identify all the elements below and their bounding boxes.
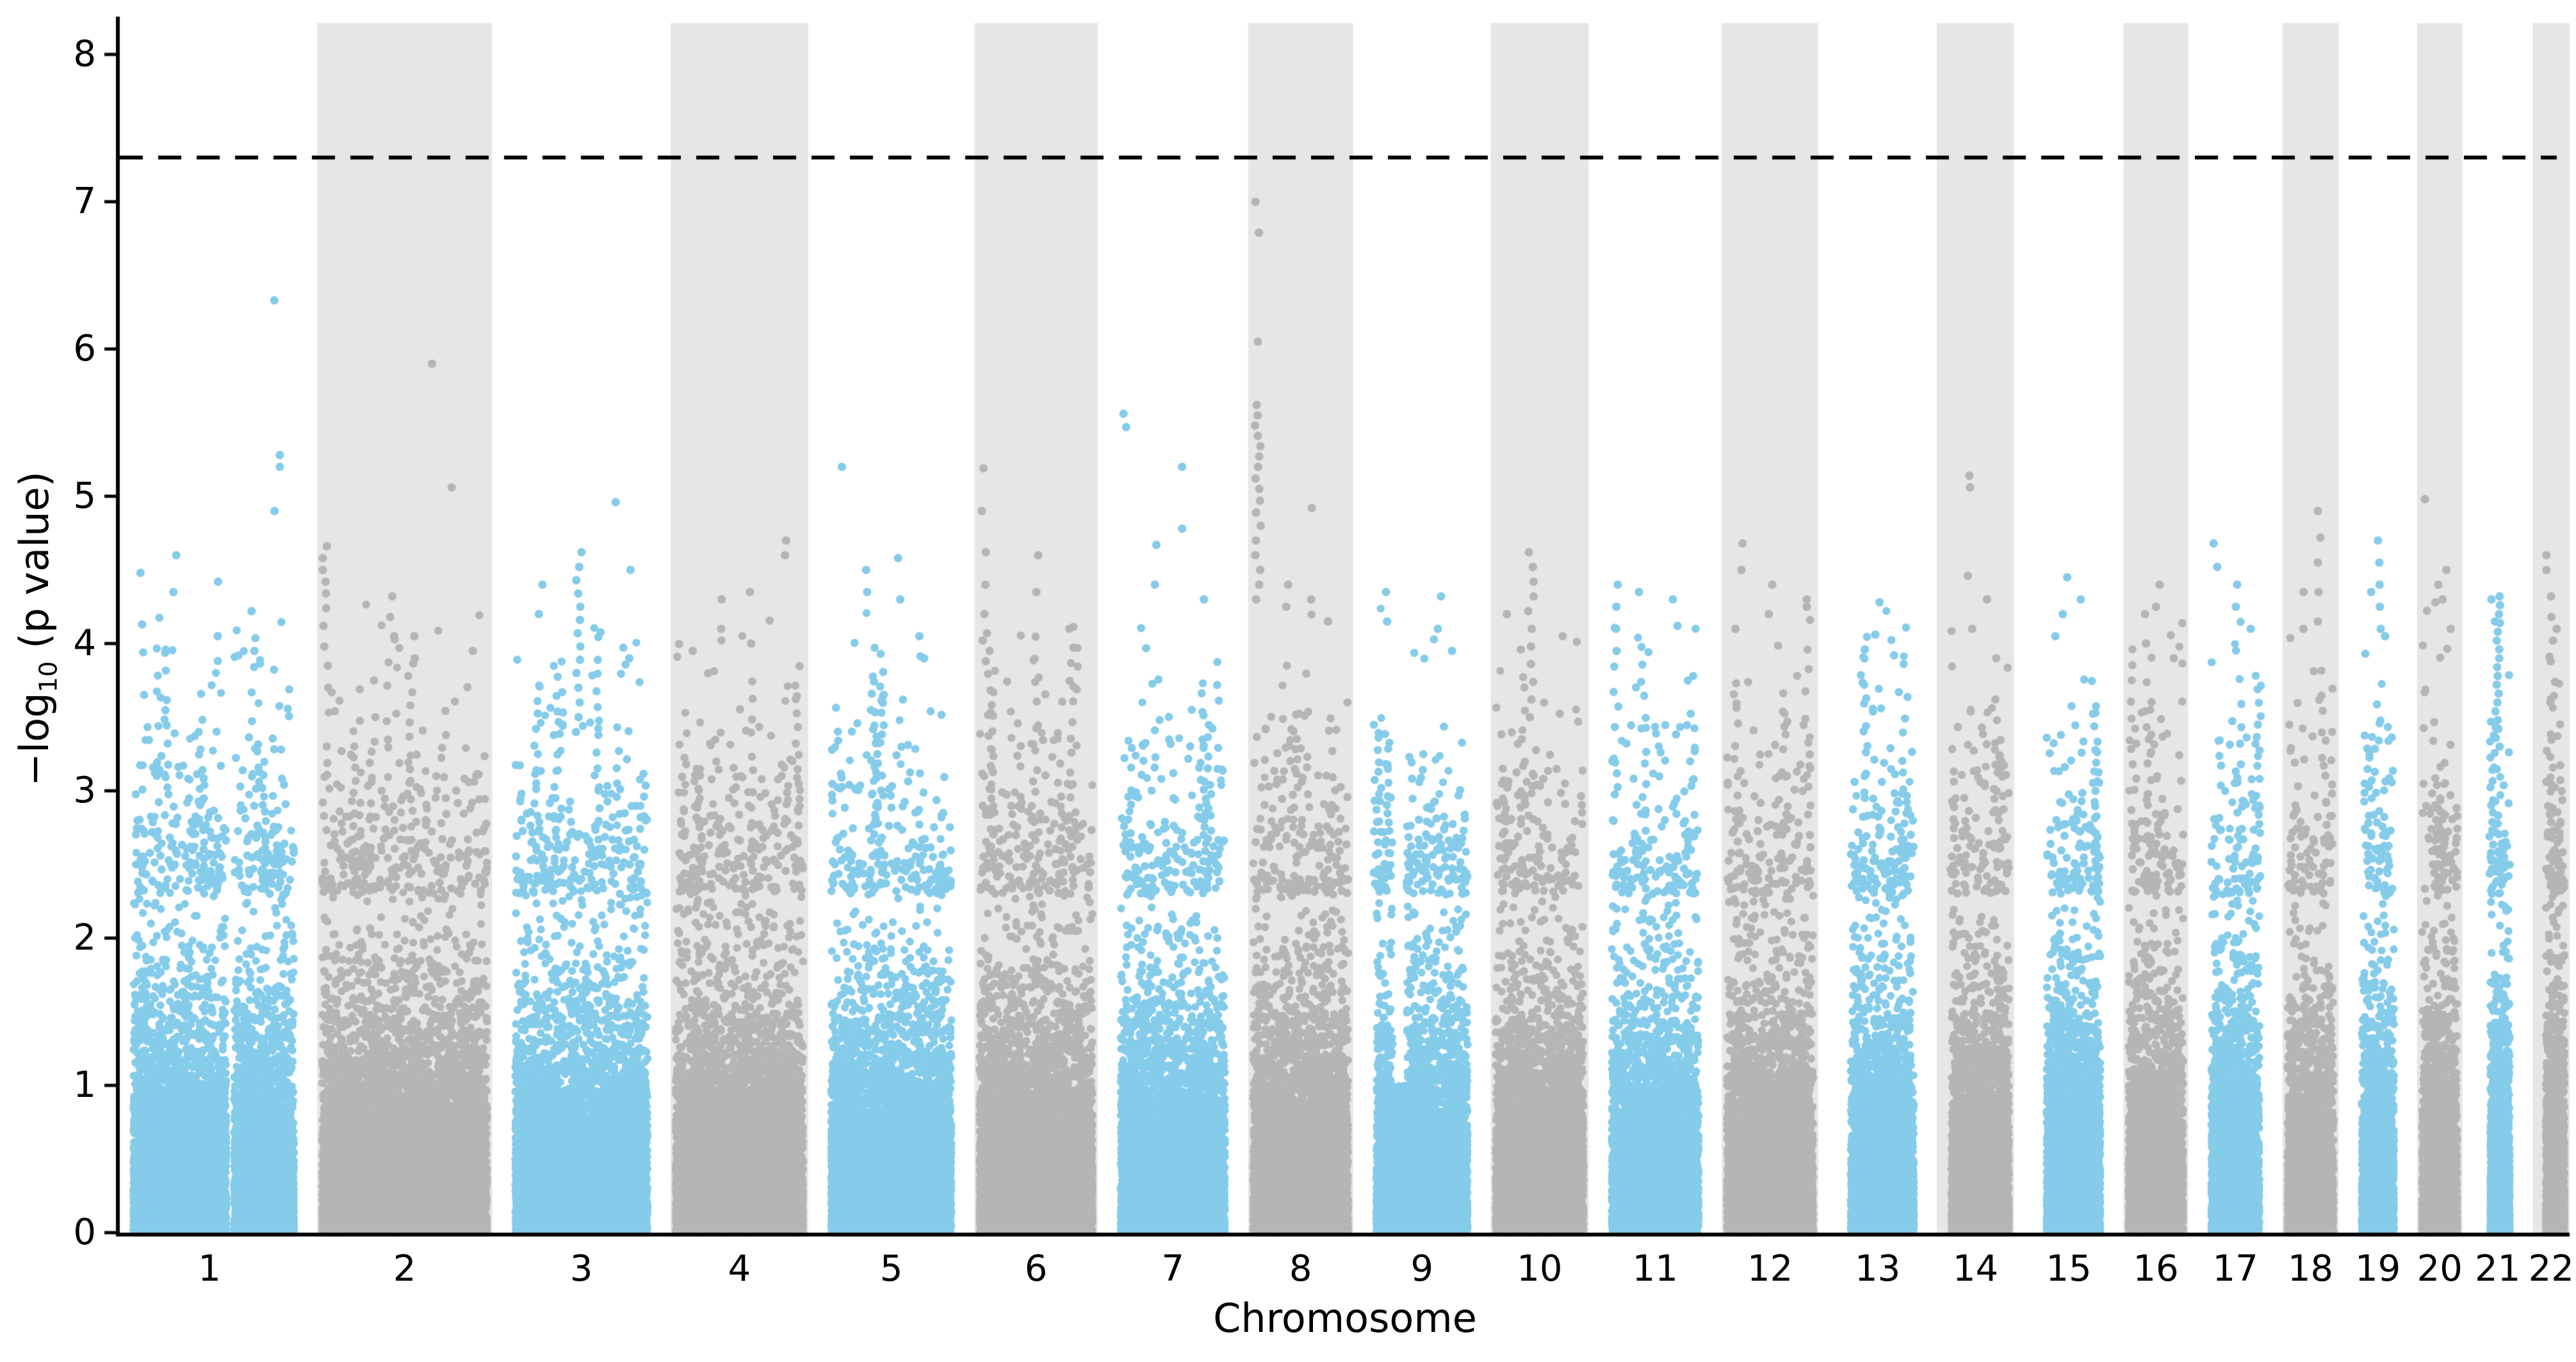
- chromosome-label-19: 19: [2354, 1248, 2401, 1290]
- y-tick-label-4: 4: [73, 622, 96, 664]
- y-tick-label-3: 3: [73, 770, 96, 811]
- chromosome-label-22: 22: [2528, 1248, 2574, 1290]
- y-tick-label-7: 7: [73, 181, 96, 222]
- chromosome-label-17: 17: [2212, 1248, 2258, 1290]
- chromosome-label-3: 3: [569, 1248, 593, 1290]
- chromosome-label-5: 5: [879, 1248, 903, 1290]
- y-tick-label-0: 0: [73, 1212, 96, 1253]
- chromosome-label-2: 2: [393, 1248, 416, 1290]
- y-tick-label-8: 8: [73, 33, 96, 75]
- y-tick-label-1: 1: [73, 1064, 96, 1106]
- chromosome-label-12: 12: [1747, 1248, 1793, 1290]
- chromosome-label-16: 16: [2133, 1248, 2179, 1290]
- chromosome-label-1: 1: [198, 1248, 221, 1290]
- chromosome-label-20: 20: [2417, 1248, 2463, 1290]
- y-axis-label-subscript: 10: [34, 661, 63, 693]
- y-tick-label-5: 5: [73, 475, 96, 517]
- chromosome-label-4: 4: [728, 1248, 751, 1290]
- chromosome-label-14: 14: [1952, 1248, 1999, 1290]
- chromosome-label-13: 13: [1854, 1248, 1901, 1290]
- chromosome-label-11: 11: [1632, 1248, 1678, 1290]
- chromosome-label-7: 7: [1161, 1248, 1185, 1290]
- chromosome-label-18: 18: [2287, 1248, 2334, 1290]
- chromosome-label-15: 15: [2046, 1248, 2092, 1290]
- y-tick-label-6: 6: [73, 328, 96, 369]
- chromosome-label-6: 6: [1024, 1248, 1048, 1290]
- chromosome-label-21: 21: [2475, 1248, 2521, 1290]
- y-tick-label-2: 2: [73, 917, 96, 959]
- chromosome-label-9: 9: [1410, 1248, 1433, 1290]
- chromosome-label-10: 10: [1517, 1248, 1563, 1290]
- chromosome-label-8: 8: [1289, 1248, 1312, 1290]
- x-axis-label: Chromosome: [1213, 1295, 1477, 1342]
